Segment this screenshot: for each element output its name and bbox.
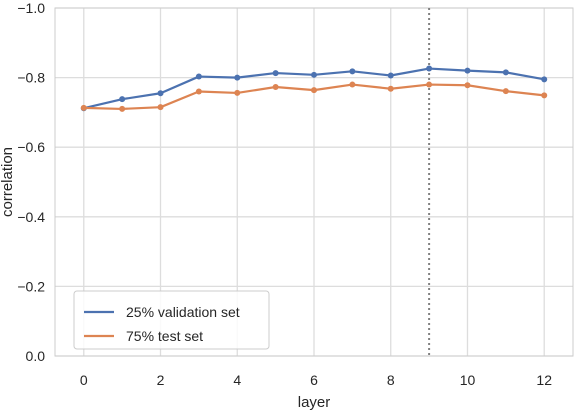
x-tick-label: 10 xyxy=(460,372,476,388)
data-point xyxy=(80,104,87,111)
y-tick-label: −0.6 xyxy=(17,139,45,155)
x-tick-label: 12 xyxy=(536,372,552,388)
series-2 xyxy=(80,81,548,112)
data-point xyxy=(272,83,279,90)
data-point xyxy=(195,73,202,80)
legend-entry-label: 25% validation set xyxy=(126,304,240,320)
tick-labels: 0 2 4 6 8 10 12 0.0 −0.2 −0.4 −0.6 −0.8 −1.0 xyxy=(17,0,552,388)
data-point xyxy=(157,90,164,97)
data-point xyxy=(464,67,471,74)
data-point xyxy=(387,85,394,92)
y-axis-label: correlation xyxy=(0,147,16,217)
series-1 xyxy=(80,65,548,112)
data-point xyxy=(502,69,509,76)
y-tick-label: −0.4 xyxy=(17,209,45,225)
data-point xyxy=(311,87,317,94)
legend-box xyxy=(73,290,270,350)
y-tick-label: −1.0 xyxy=(17,0,45,16)
data-point xyxy=(426,65,433,72)
data-point xyxy=(272,70,279,77)
data-point xyxy=(426,81,433,88)
data-point xyxy=(234,89,241,96)
data-point xyxy=(195,88,202,95)
x-tick-label: 0 xyxy=(80,372,88,388)
legend: 25% validation set 75% test set xyxy=(73,290,270,350)
data-point xyxy=(464,82,471,89)
data-point xyxy=(541,76,548,83)
data-point xyxy=(234,74,241,81)
y-tick-label: 0.0 xyxy=(26,348,46,364)
x-tick-label: 2 xyxy=(157,372,165,388)
data-point xyxy=(349,68,356,75)
data-point xyxy=(502,88,509,95)
data-point xyxy=(311,71,317,78)
plot-area-frame xyxy=(54,7,574,357)
data-point xyxy=(119,96,126,103)
data-point xyxy=(541,92,548,99)
x-tick-label: 6 xyxy=(310,372,318,388)
data-point xyxy=(157,104,164,111)
x-tick-label: 8 xyxy=(387,372,395,388)
y-tick-label: −0.2 xyxy=(17,278,45,294)
y-tick-label: −0.8 xyxy=(17,70,45,86)
data-point xyxy=(349,81,356,88)
series-layer xyxy=(80,65,548,112)
x-axis-label: layer xyxy=(298,394,331,410)
legend-entry-label: 75% test set xyxy=(126,328,203,344)
x-tick-label: 4 xyxy=(233,372,241,388)
data-point xyxy=(387,72,394,79)
data-point xyxy=(119,105,126,112)
